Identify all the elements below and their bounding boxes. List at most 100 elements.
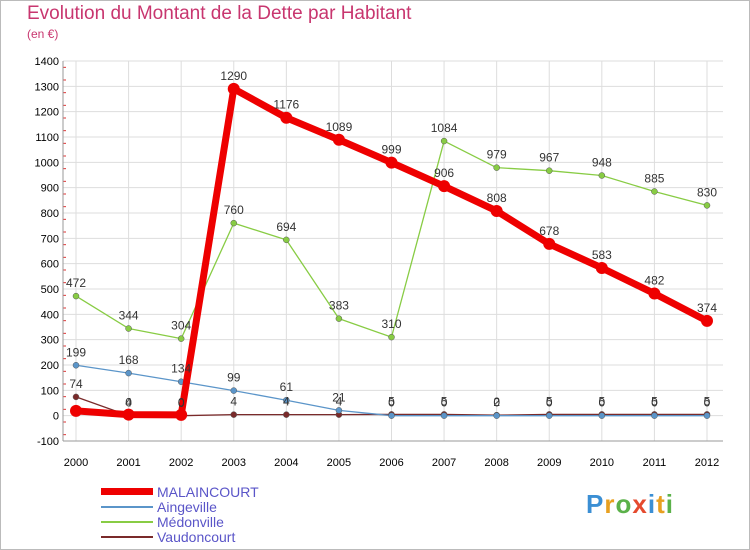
data-label-medonville: 344	[119, 309, 139, 323]
data-point-medonville	[177, 335, 185, 342]
legend-label-aingeville: Aingeville	[157, 499, 217, 515]
data-label-medonville: 830	[697, 185, 717, 199]
x-tick-label: 2010	[590, 457, 614, 469]
y-tick-label: 900	[41, 183, 59, 195]
data-point-medonville	[335, 315, 343, 322]
data-point-medonville	[598, 172, 606, 179]
data-label-malaincourt: 906	[434, 166, 454, 180]
logo-letter: i	[665, 489, 674, 519]
logo-letter: t	[656, 489, 666, 519]
data-label-vaudoncourt: 4	[336, 395, 343, 409]
y-tick-label: 1000	[35, 157, 59, 169]
data-label-vaudoncourt: 5	[441, 394, 448, 408]
y-tick-label: 400	[41, 309, 59, 321]
x-tick-label: 2008	[484, 457, 508, 469]
y-tick-label: 800	[41, 208, 59, 220]
data-point-malaincourt	[701, 314, 713, 327]
data-label-medonville: 979	[487, 148, 507, 162]
data-label-malaincourt: 4	[125, 396, 132, 410]
data-label-aingeville: 0	[388, 396, 395, 410]
data-point-aingeville	[703, 412, 711, 419]
data-label-aingeville: 21	[332, 390, 346, 404]
data-point-aingeville	[125, 369, 132, 377]
data-point-medonville	[72, 292, 80, 300]
data-label-aingeville: 0	[598, 396, 605, 410]
data-label-vaudoncourt: 0	[125, 396, 132, 410]
data-label-medonville: 310	[381, 317, 401, 331]
series	[70, 82, 713, 421]
legend-swatch-aingeville	[101, 506, 153, 508]
data-point-malaincourt	[438, 180, 451, 193]
data-point-malaincourt	[122, 408, 135, 421]
data-point-medonville	[125, 325, 132, 332]
data-point-malaincourt	[280, 111, 293, 124]
data-label-medonville: 948	[592, 156, 612, 170]
x-tick-label: 2001	[116, 457, 140, 469]
y-tick-label: 0	[53, 411, 59, 423]
data-point-vaudoncourt	[230, 411, 237, 418]
data-point-medonville	[546, 167, 553, 174]
data-label-aingeville: 0	[704, 396, 711, 410]
grid	[63, 60, 723, 442]
data-point-aingeville	[546, 412, 553, 419]
logo-letter: o	[615, 489, 633, 519]
data-label-aingeville: 199	[66, 345, 86, 359]
legend-label-malaincourt: MALAINCOURT	[157, 484, 259, 500]
data-label-aingeville: 99	[227, 371, 241, 385]
data-label-medonville: 383	[329, 299, 349, 313]
x-tick-label: 2004	[274, 457, 298, 469]
y-tick-label: 200	[41, 360, 59, 372]
data-point-malaincourt	[385, 156, 398, 169]
y-tick-label: 1300	[35, 81, 59, 93]
data-point-medonville	[230, 219, 237, 227]
data-point-malaincourt	[175, 408, 188, 421]
data-label-malaincourt: 0	[178, 396, 185, 410]
data-label-aingeville: 0	[441, 396, 448, 410]
data-label-vaudoncourt: 5	[598, 394, 605, 408]
data-label-medonville: 1084	[431, 121, 458, 135]
data-label-vaudoncourt: 0	[178, 396, 185, 410]
data-point-vaudoncourt	[283, 411, 290, 418]
data-label-medonville: 472	[66, 276, 86, 290]
data-point-medonville	[651, 188, 658, 195]
legend-swatch-vaudoncourt	[101, 536, 153, 538]
data-label-medonville: 885	[644, 171, 664, 185]
legend-swatch-malaincourt	[101, 488, 153, 495]
data-point-malaincourt	[490, 204, 503, 217]
data-label-vaudoncourt: 5	[704, 394, 711, 408]
data-label-vaudoncourt: 5	[388, 394, 395, 408]
logo-letter: x	[632, 489, 648, 519]
chart-title: Evolution du Montant de la Dette par Hab…	[27, 3, 412, 24]
data-label-aingeville: 168	[119, 353, 139, 367]
data-label-medonville: 760	[224, 203, 244, 217]
data-point-malaincourt	[227, 82, 240, 95]
line-chart: -100010020030040050060070080090010001100…	[35, 56, 723, 469]
unit-label: (en €)	[27, 27, 59, 41]
data-point-aingeville	[230, 387, 237, 394]
data-label-aingeville: 134	[171, 362, 191, 376]
data-point-medonville	[388, 333, 395, 341]
y-tick-label: 600	[41, 259, 59, 271]
data-point-malaincourt	[648, 287, 661, 300]
y-tick-label: -100	[37, 436, 59, 448]
data-label-medonville: 694	[276, 220, 296, 234]
data-label-aingeville: 0	[651, 396, 658, 410]
data-label-vaudoncourt: 4	[230, 395, 237, 409]
data-point-aingeville	[283, 396, 290, 404]
data-point-medonville	[493, 164, 500, 171]
x-tick-label: 2009	[537, 457, 561, 469]
y-tick-label: 100	[41, 385, 59, 397]
axes: -100010020030040050060070080090010001100…	[35, 56, 723, 469]
logo-letter: i	[647, 489, 657, 519]
legend-swatch-medonville	[101, 521, 153, 523]
data-label-malaincourt: 374	[697, 301, 717, 315]
y-tick-label: 1400	[35, 56, 59, 68]
data-point-malaincourt	[543, 237, 556, 250]
data-point-aingeville	[651, 412, 658, 419]
data-point-aingeville	[72, 362, 80, 369]
y-tick-label: 1100	[35, 132, 59, 144]
data-point-aingeville	[335, 407, 343, 414]
x-tick-label: 2006	[379, 457, 403, 469]
